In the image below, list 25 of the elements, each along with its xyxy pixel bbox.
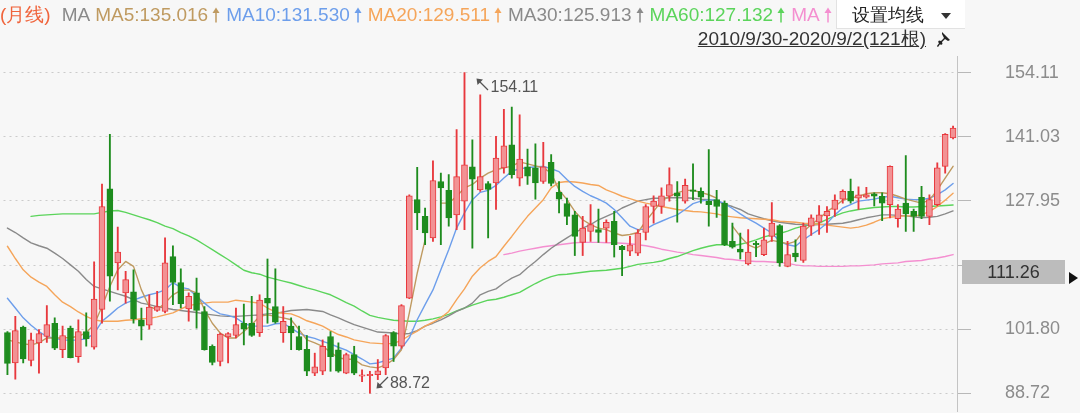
chart-subtitle: 2010/9/30-2020/9/2(121根) [697, 28, 926, 49]
candlestick [705, 149, 713, 227]
annotation: 88.72 [389, 374, 430, 392]
candlestick [902, 155, 910, 232]
y-tick-label: 101.80 [1005, 318, 1061, 339]
legend-label: MA30:125.913 [507, 3, 632, 27]
legend-label: MA [791, 3, 820, 27]
annotation: 154.11 [490, 77, 539, 95]
legend-label: MA20:129.511 [367, 3, 490, 27]
y-tick-label: 88.72 [1005, 382, 1051, 403]
text: 111.26 [962, 260, 1065, 284]
candlestick [689, 163, 697, 200]
legend-label: MA10:131.530 [226, 3, 350, 27]
candlestick [484, 181, 492, 239]
candlestick [469, 139, 476, 249]
y-tick-label: 154.11 [1005, 61, 1059, 82]
candlestick [476, 94, 484, 192]
y-tick-label: 127.95 [1005, 189, 1061, 210]
legend-label: MA60:127.132 [649, 3, 774, 27]
legend-title: MA [61, 3, 91, 27]
y-tick-label: 141.03 [1005, 125, 1061, 146]
text: 设置均线 [852, 5, 924, 25]
candlestick [673, 181, 681, 223]
chart-title: (月线) [0, 3, 51, 27]
legend-label: MA5:135.016 [95, 3, 209, 27]
